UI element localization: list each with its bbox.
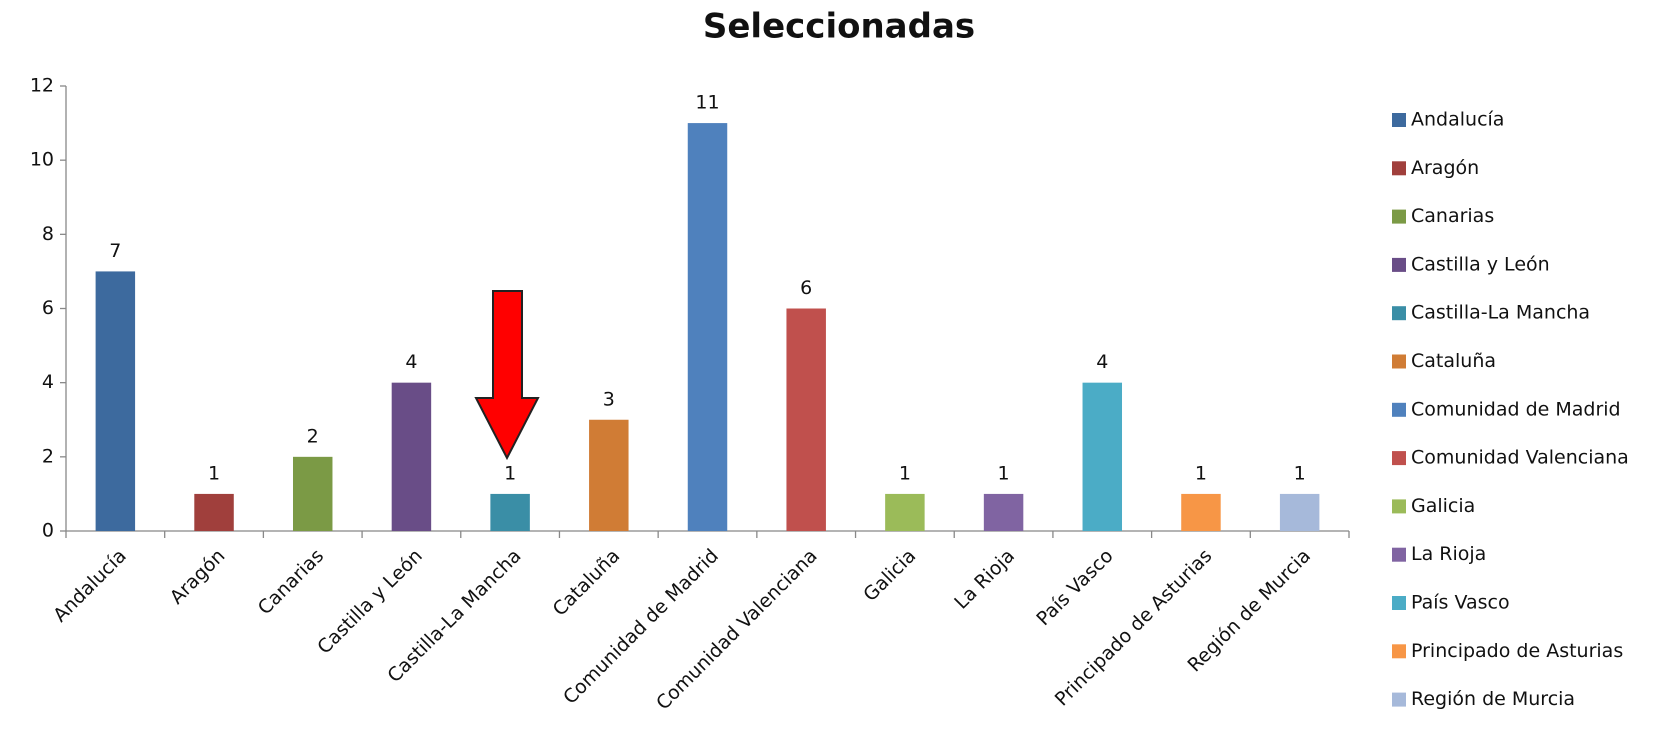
bar <box>687 123 728 531</box>
y-tick-label: 0 <box>42 520 54 542</box>
y-tick-label: 8 <box>42 223 54 245</box>
data-label: 2 <box>307 425 319 447</box>
bar <box>194 493 234 531</box>
legend-swatch <box>1392 402 1406 417</box>
legend-label: La Rioja <box>1411 543 1486 565</box>
legend-swatch <box>1392 499 1406 514</box>
x-tick-label: Castilla y León <box>313 545 427 659</box>
legend-label: Castilla-La Mancha <box>1411 302 1590 324</box>
legend-swatch <box>1392 547 1406 562</box>
legend-label: Castilla y León <box>1411 253 1550 275</box>
y-tick-label: 2 <box>42 445 54 467</box>
x-tick-label: Canarias <box>254 545 328 619</box>
bar <box>490 493 530 531</box>
x-tick-label: La Rioja <box>950 545 1019 614</box>
bar <box>589 419 629 531</box>
legend-label: Principado de Asturias <box>1411 640 1623 662</box>
legend-swatch <box>1392 692 1406 707</box>
bar <box>786 308 826 531</box>
data-label: 4 <box>1096 351 1108 373</box>
data-label: 1 <box>1195 462 1207 484</box>
legend-swatch <box>1392 644 1406 659</box>
legend-label: Cataluña <box>1411 350 1496 372</box>
data-label: 4 <box>405 351 417 373</box>
bar <box>983 493 1024 531</box>
legend-label: Canarias <box>1411 205 1494 227</box>
x-tick-label: Aragón <box>166 545 230 609</box>
data-label: 6 <box>800 277 812 299</box>
data-label: 1 <box>208 462 220 484</box>
x-tick-label: Comunidad Valenciana <box>652 545 822 715</box>
y-tick-label: 10 <box>30 149 54 171</box>
legend-label: Comunidad Valenciana <box>1411 447 1629 469</box>
legend-swatch <box>1392 161 1406 176</box>
bar <box>391 382 432 531</box>
legend-swatch <box>1392 354 1406 369</box>
bar <box>1181 493 1221 531</box>
legend-label: Galicia <box>1411 495 1475 517</box>
legend-swatch <box>1392 596 1406 610</box>
chart-title: Seleccionadas <box>703 7 975 47</box>
data-label: 1 <box>899 462 911 484</box>
bar <box>292 456 333 531</box>
data-label: 1 <box>998 462 1010 484</box>
bar <box>1279 493 1320 531</box>
x-tick-label: Principado de Asturias <box>1051 545 1217 711</box>
bar <box>95 271 136 531</box>
y-tick-label: 12 <box>30 75 54 97</box>
data-label: 7 <box>109 240 121 262</box>
data-label: 1 <box>1294 462 1306 484</box>
x-tick-label: Galicia <box>859 545 920 606</box>
data-label: 11 <box>695 92 719 114</box>
legend-label: Comunidad de Madrid <box>1411 398 1621 420</box>
legend-swatch <box>1392 113 1406 127</box>
data-label: 1 <box>504 462 516 484</box>
arrow <box>474 290 540 461</box>
legend-swatch <box>1392 451 1406 466</box>
bar <box>1082 382 1123 531</box>
y-tick-label: 6 <box>42 297 54 319</box>
bar <box>885 493 925 531</box>
legend-label: País Vasco <box>1411 592 1510 614</box>
x-tick-label: País Vasco <box>1032 545 1117 630</box>
legend-label: Andalucía <box>1411 109 1504 131</box>
legend-label: Región de Murcia <box>1411 688 1575 710</box>
x-tick-label: Cataluña <box>549 545 625 621</box>
x-tick-label: Andalucía <box>49 545 131 627</box>
data-label: 3 <box>603 388 615 410</box>
legend-swatch <box>1392 306 1406 321</box>
y-tick-label: 4 <box>42 371 54 393</box>
legend-swatch <box>1392 209 1406 224</box>
legend-label: Aragón <box>1411 157 1479 179</box>
legend-swatch <box>1392 257 1406 272</box>
